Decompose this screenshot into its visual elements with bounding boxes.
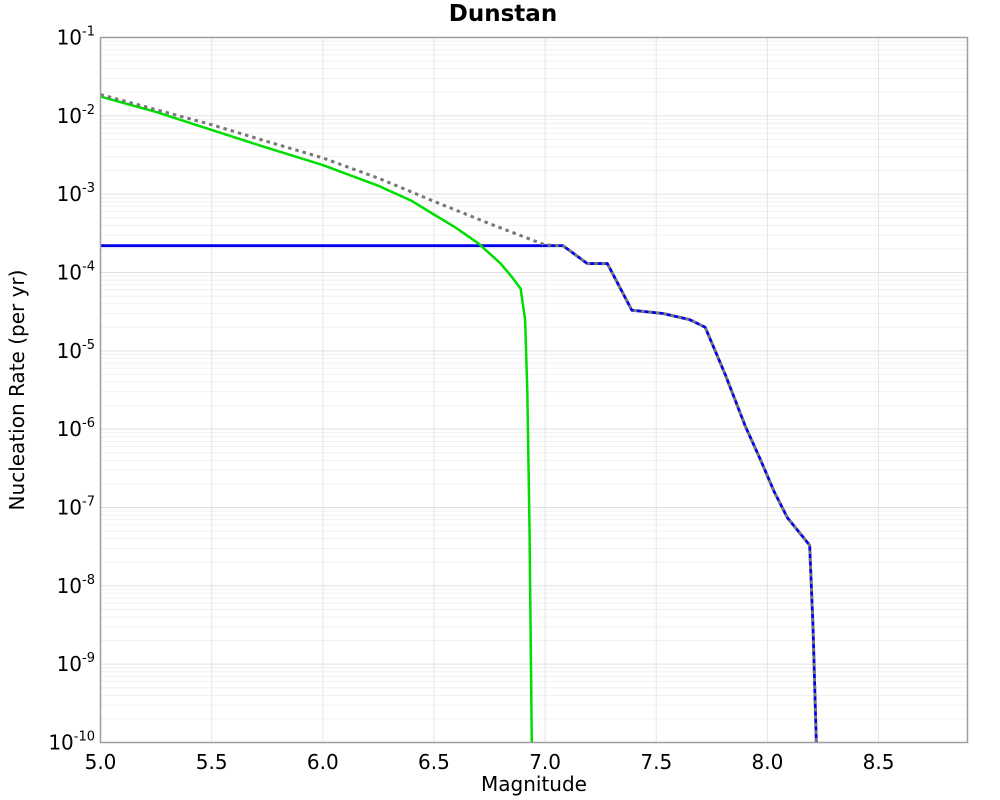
x-tick-label: 8.0 [752,750,784,774]
y-tick-label: 10-10 [48,730,95,755]
y-tick-label: 10-2 [57,103,95,128]
green-solid-line [100,95,534,743]
y-tick-label: 10-3 [57,181,95,206]
x-tick-label: 5.5 [196,750,228,774]
x-tick-label: 8.5 [863,750,895,774]
x-tick-label: 7.5 [640,750,672,774]
x-axis-label: Magnitude [481,772,587,796]
y-tick-label: 10-9 [57,651,95,676]
y-tick-label: 10-7 [57,495,95,520]
y-axis-label: Nucleation Rate (per yr) [5,270,29,511]
x-axis-tick-labels: 5.0 5.5 6.0 6.5 7.0 7.5 8.0 8.5 [85,750,895,774]
x-tick-label: 5.0 [85,750,117,774]
y-tick-label: 10-4 [57,260,95,285]
y-axis-tick-labels: 10-1 10-2 10-3 10-4 10-5 10-6 10-7 10-8 10-9 10-1… [48,25,95,755]
x-tick-label: 6.5 [418,750,450,774]
y-tick-label: 10-8 [57,573,95,598]
plot-border [99,36,969,744]
gray-dotted-line [100,93,818,743]
y-tick-label: 10-1 [57,25,95,50]
gridlines [100,37,968,743]
chart-title: Dunstan [449,1,557,27]
x-tick-label: 6.0 [307,750,339,774]
x-tick-label: 7.0 [529,750,561,774]
y-tick-label: 10-6 [57,416,95,441]
y-tick-label: 10-5 [57,338,95,363]
data-series [100,93,818,743]
